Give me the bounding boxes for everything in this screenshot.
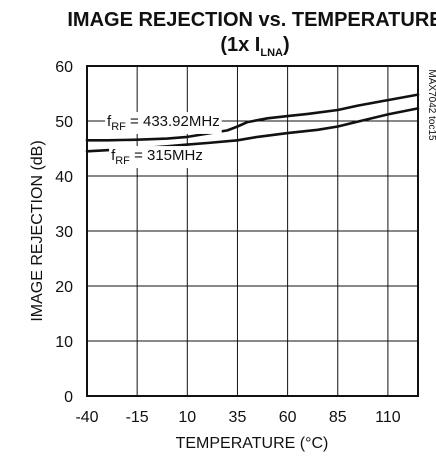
series-label-bg (105, 111, 222, 134)
series-label-1: fRF = 315MHz (111, 147, 203, 167)
y-axis-label: IMAGE REJECTION (dB) (29, 140, 46, 321)
x-tick-label: -15 (126, 409, 149, 426)
part-number-label: MAX7042 toc15 (426, 69, 436, 141)
x-tick-label: 85 (329, 409, 347, 426)
x-tick-label: -40 (75, 409, 98, 426)
grid-lines (87, 66, 418, 396)
x-axis-label: TEMPERATURE (°C) (176, 435, 329, 452)
x-tick-labels: -40 -15 10 35 60 85 110 (75, 409, 400, 426)
chart-title: IMAGE REJECTION vs. TEMPERATURE (67, 9, 436, 31)
series-labels: fRF = 433.92MHz fRF = 315MHz (105, 111, 222, 169)
y-tick-label: 20 (55, 279, 73, 296)
y-tick-label: 60 (55, 59, 73, 76)
y-tick-label: 40 (55, 169, 73, 186)
series-label-0: fRF = 433.92MHz (107, 113, 220, 133)
x-tick-label: 60 (279, 409, 297, 426)
x-tick-label: 35 (229, 409, 247, 426)
x-tick-label: 10 (178, 409, 196, 426)
y-tick-label: 30 (55, 224, 73, 241)
y-tick-labels: 0 10 20 30 40 50 60 (55, 59, 73, 406)
y-tick-label: 10 (55, 334, 73, 351)
y-tick-label: 0 (64, 389, 73, 406)
chart-subtitle: (1x ILNA) (220, 34, 289, 59)
series-label-bg (109, 146, 205, 169)
series-line-0 (85, 93, 420, 142)
y-tick-label: 50 (55, 114, 73, 131)
x-tick-label: 110 (375, 409, 401, 426)
